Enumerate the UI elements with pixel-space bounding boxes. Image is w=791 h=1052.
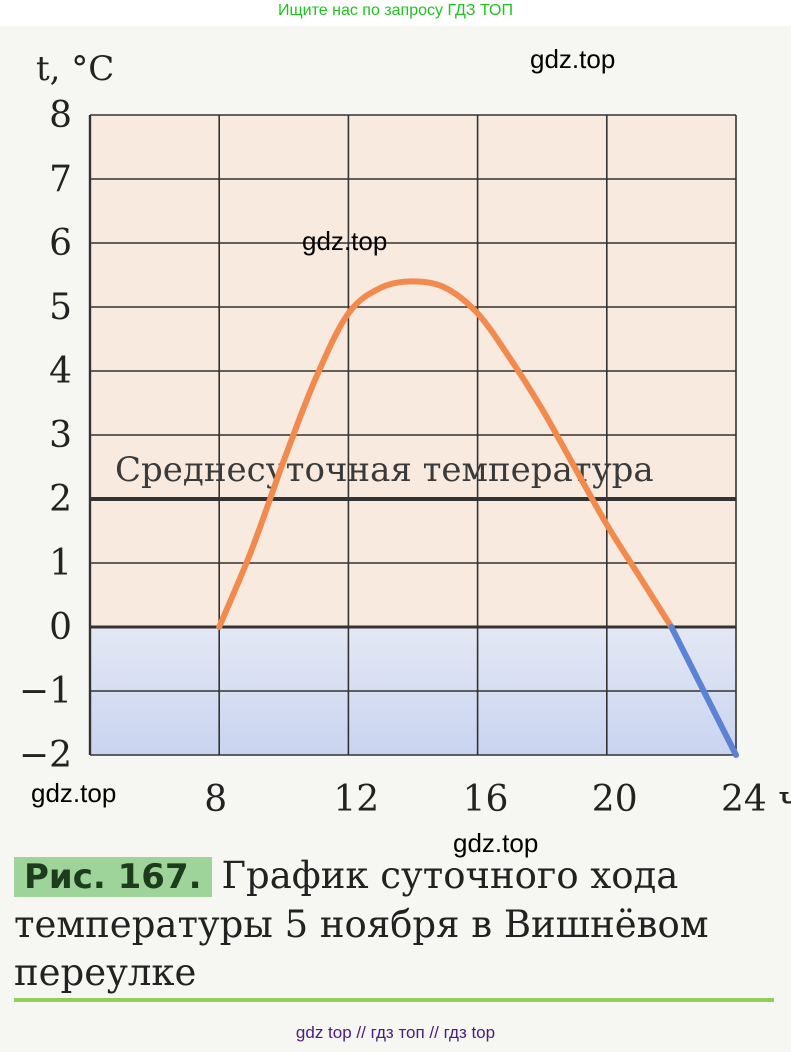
y-tick-label: 4 <box>49 351 72 392</box>
x-tick-label: 12 <box>333 779 379 820</box>
average-temperature-label: Среднесуточная температура <box>115 450 654 490</box>
caption-underline <box>14 998 774 1002</box>
temperature-curve-negative <box>668 624 739 758</box>
x-tick-label: 8 <box>204 779 227 820</box>
watermark: gdz.top <box>302 226 388 256</box>
y-tick-label: 8 <box>49 95 72 136</box>
y-axis-label: t, °C <box>36 49 114 89</box>
y-tick-label: 7 <box>49 159 72 200</box>
x-tick-label: 20 <box>592 779 638 820</box>
y-tick-label: 0 <box>49 607 72 648</box>
watermark: gdz.top <box>530 44 616 74</box>
y-tick-label: 5 <box>49 287 72 328</box>
y-tick-label: 2 <box>49 479 72 520</box>
watermark: gdz.top <box>31 778 117 808</box>
y-tick-label: 6 <box>49 223 72 264</box>
watermark: gdz.top <box>453 828 539 858</box>
x-tick-label: 16 <box>463 779 509 820</box>
x-tick-label: 24 ч <box>721 779 791 820</box>
y-tick-label: 1 <box>49 543 72 584</box>
figure-label: Рис. 167. <box>14 857 212 897</box>
y-tick-label: 3 <box>49 415 72 456</box>
temperature-curve-positive <box>216 278 675 630</box>
bottom-links: gdz top // гдз топ // гдз top <box>295 1023 496 1042</box>
top-banner-text: Ищите нас по запросу ГДЗ ТОП <box>278 2 513 19</box>
top-banner-bar <box>0 0 791 26</box>
y-tick-label: −1 <box>19 671 72 712</box>
figure-caption-text: График суточного хода температуры 5 нояб… <box>14 854 709 994</box>
figure-caption: Рис. 167. График суточного хода температу… <box>14 852 784 997</box>
y-tick-label: −2 <box>19 735 72 776</box>
